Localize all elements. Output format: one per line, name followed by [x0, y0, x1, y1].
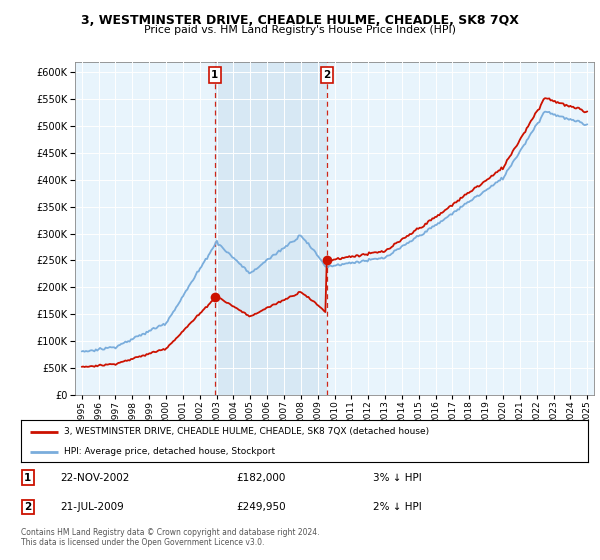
Text: 3, WESTMINSTER DRIVE, CHEADLE HULME, CHEADLE, SK8 7QX (detached house): 3, WESTMINSTER DRIVE, CHEADLE HULME, CHE…	[64, 427, 428, 436]
Text: HPI: Average price, detached house, Stockport: HPI: Average price, detached house, Stoc…	[64, 447, 275, 456]
Bar	[215, 62, 327, 395]
Text: 21-JUL-2009: 21-JUL-2009	[61, 502, 124, 512]
Text: 3, WESTMINSTER DRIVE, CHEADLE HULME, CHEADLE, SK8 7QX: 3, WESTMINSTER DRIVE, CHEADLE HULME, CHE…	[81, 14, 519, 27]
Text: Price paid vs. HM Land Registry's House Price Index (HPI): Price paid vs. HM Land Registry's House …	[144, 25, 456, 35]
Text: 22-NOV-2002: 22-NOV-2002	[61, 473, 130, 483]
Text: 1: 1	[211, 70, 218, 80]
Text: 1: 1	[24, 473, 31, 483]
Text: £249,950: £249,950	[236, 502, 286, 512]
Text: 3% ↓ HPI: 3% ↓ HPI	[373, 473, 421, 483]
Text: 2: 2	[24, 502, 31, 512]
Text: 2% ↓ HPI: 2% ↓ HPI	[373, 502, 421, 512]
Text: Contains HM Land Registry data © Crown copyright and database right 2024.
This d: Contains HM Land Registry data © Crown c…	[21, 528, 320, 547]
Text: £182,000: £182,000	[236, 473, 286, 483]
Text: 2: 2	[323, 70, 331, 80]
